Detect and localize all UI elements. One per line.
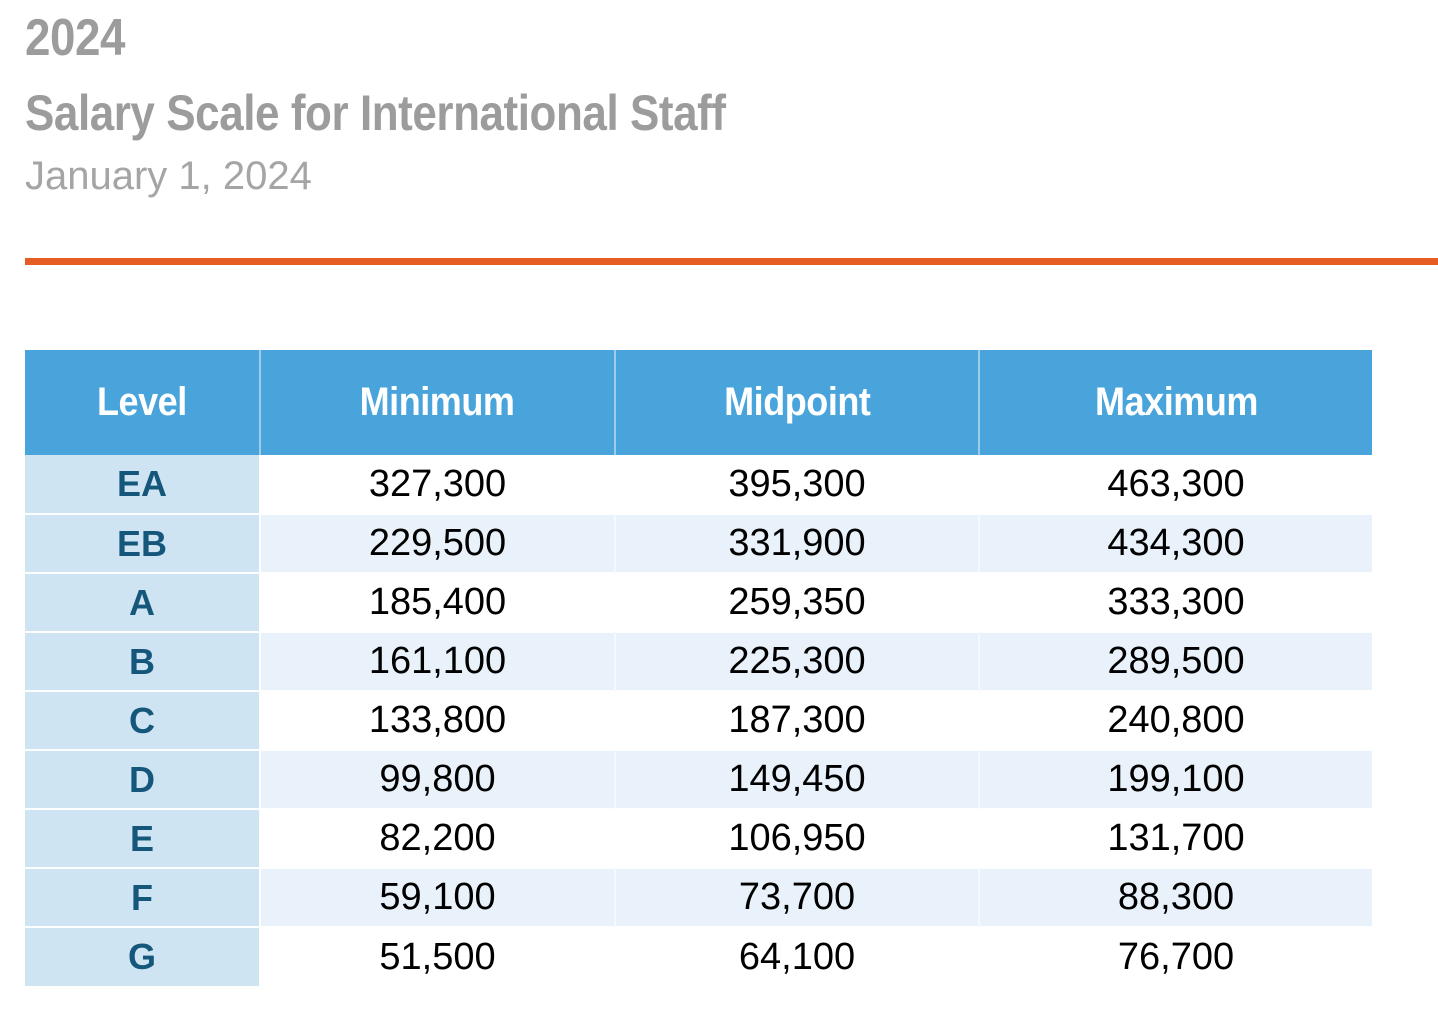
year-title-text: 2024 <box>25 9 126 67</box>
column-header-midpoint: Midpoint <box>615 350 980 455</box>
minimum-cell: 82,200 <box>260 808 616 868</box>
page-title-text: Salary Scale for International Staff <box>25 85 726 141</box>
column-header-maximum-text: Maximum <box>1094 380 1258 424</box>
maximum-cell: 463,300 <box>979 455 1372 514</box>
table-row: B 161,100 225,300 289,500 <box>25 631 1372 691</box>
minimum-cell: 133,800 <box>260 690 616 750</box>
minimum-cell: 161,100 <box>260 631 616 691</box>
maximum-cell: 333,300 <box>979 572 1372 632</box>
table-header-row: Level Minimum Midpoint Maximum <box>25 350 1372 455</box>
column-header-minimum: Minimum <box>260 350 616 455</box>
salary-scale-table: Level Minimum Midpoint Maximum EA 327,30… <box>25 350 1372 986</box>
midpoint-cell: 106,950 <box>615 808 980 868</box>
maximum-cell: 240,800 <box>979 690 1372 750</box>
table-row: G 51,500 64,100 76,700 <box>25 926 1372 986</box>
minimum-cell: 99,800 <box>260 749 616 809</box>
level-cell: D <box>25 749 261 809</box>
level-cell: EB <box>25 513 261 573</box>
maximum-cell: 76,700 <box>979 926 1372 986</box>
table-row: EA 327,300 395,300 463,300 <box>25 455 1372 514</box>
midpoint-cell: 73,700 <box>615 867 980 927</box>
midpoint-cell: 149,450 <box>615 749 980 809</box>
maximum-cell: 289,500 <box>979 631 1372 691</box>
column-header-minimum-text: Minimum <box>360 380 515 424</box>
midpoint-cell: 225,300 <box>615 631 980 691</box>
year-title: 2024 <box>25 12 821 64</box>
table-row: EB 229,500 331,900 434,300 <box>25 513 1372 573</box>
level-cell: C <box>25 690 261 750</box>
table-body: EA 327,300 395,300 463,300 EB 229,500 33… <box>25 455 1372 986</box>
column-header-level-text: Level <box>97 380 187 424</box>
column-header-maximum: Maximum <box>979 350 1372 455</box>
table-row: F 59,100 73,700 88,300 <box>25 867 1372 927</box>
level-cell: EA <box>25 455 261 514</box>
midpoint-cell: 331,900 <box>615 513 980 573</box>
column-header-midpoint-text: Midpoint <box>723 380 871 424</box>
minimum-cell: 59,100 <box>260 867 616 927</box>
minimum-cell: 327,300 <box>260 455 616 514</box>
minimum-cell: 51,500 <box>260 926 616 986</box>
maximum-cell: 88,300 <box>979 867 1372 927</box>
midpoint-cell: 64,100 <box>615 926 980 986</box>
minimum-cell: 229,500 <box>260 513 616 573</box>
midpoint-cell: 187,300 <box>615 690 980 750</box>
table-header: Level Minimum Midpoint Maximum <box>25 350 1372 455</box>
page-subtitle: January 1, 2024 <box>25 154 312 198</box>
maximum-cell: 199,100 <box>979 749 1372 809</box>
maximum-cell: 131,700 <box>979 808 1372 868</box>
level-cell: E <box>25 808 261 868</box>
table-row: D 99,800 149,450 199,100 <box>25 749 1372 809</box>
table-row: C 133,800 187,300 240,800 <box>25 690 1372 750</box>
level-cell: F <box>25 867 261 927</box>
page-header: 2024 Salary Scale for International Staf… <box>25 12 821 196</box>
table-row: A 185,400 259,350 333,300 <box>25 572 1372 632</box>
level-cell: B <box>25 631 261 691</box>
minimum-cell: 185,400 <box>260 572 616 632</box>
midpoint-cell: 395,300 <box>615 455 980 514</box>
midpoint-cell: 259,350 <box>615 572 980 632</box>
level-cell: G <box>25 926 261 986</box>
level-cell: A <box>25 572 261 632</box>
column-header-level: Level <box>25 350 261 455</box>
maximum-cell: 434,300 <box>979 513 1372 573</box>
page-title: Salary Scale for International Staff <box>25 88 821 138</box>
table-row: E 82,200 106,950 131,700 <box>25 808 1372 868</box>
accent-divider-rule <box>25 258 1438 265</box>
